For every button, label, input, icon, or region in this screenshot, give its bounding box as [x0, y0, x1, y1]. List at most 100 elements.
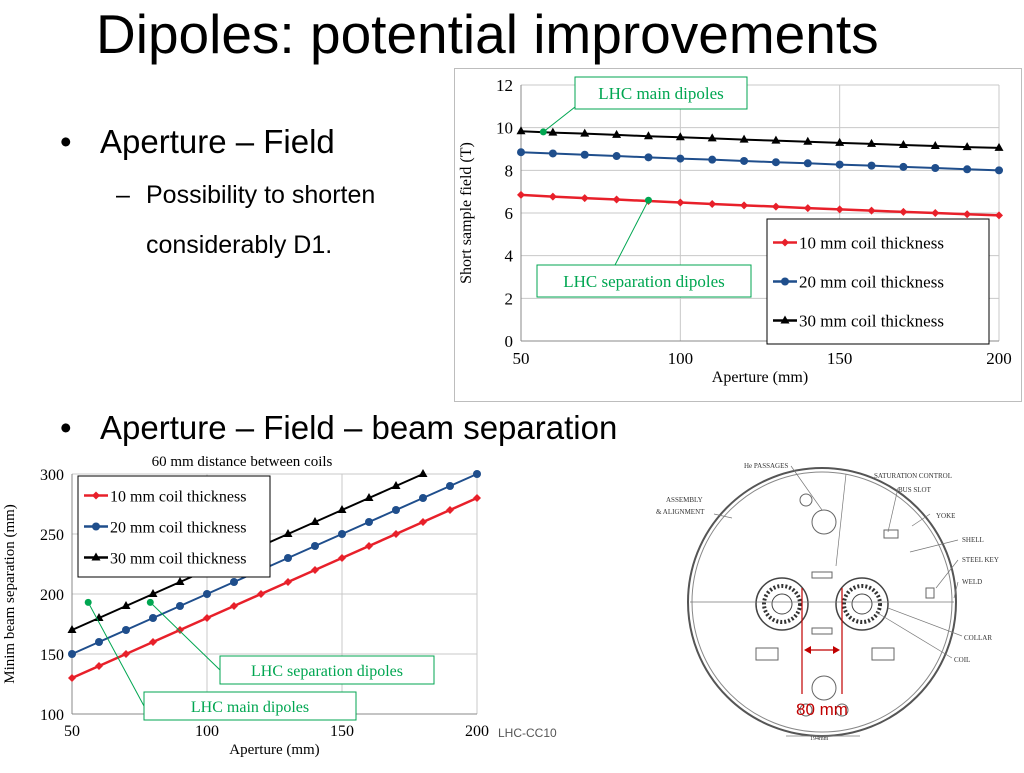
data-point-series-1	[203, 614, 211, 622]
data-point-series-2	[517, 148, 525, 157]
data-point-series-3	[835, 137, 845, 146]
sub-bullet-shorten-d1: – Possibility to shorten considerably D1…	[116, 170, 446, 270]
x-tick-label: 200	[986, 349, 1012, 368]
bullet-dot: •	[60, 123, 72, 160]
label-diameter: 194mm	[810, 736, 829, 742]
data-point-series-1	[446, 506, 454, 514]
leader-bus	[887, 487, 899, 533]
label-weld: WELD	[962, 578, 982, 586]
bullet-dot: •	[60, 409, 72, 446]
label-yoke: YOKE	[936, 512, 955, 520]
legend-marker	[781, 238, 789, 247]
data-point-series-1	[176, 626, 184, 634]
data-point-series-1	[771, 202, 780, 211]
data-point-series-3	[994, 142, 1004, 151]
y-tick-label: 6	[505, 204, 514, 223]
label-collar: COLLAR	[964, 634, 992, 642]
annotation-point	[84, 598, 92, 606]
data-point-series-2	[580, 150, 589, 159]
data-point-series-1	[740, 201, 749, 210]
y-tick-label: 8	[505, 161, 514, 180]
dipole-cross-section: He PASSAGES SATURATION CONTROL BUS SLOT …	[636, 456, 1002, 742]
data-point-series-2	[95, 638, 103, 646]
data-point-series-1	[473, 494, 481, 502]
leader-he	[790, 465, 823, 511]
series-line-1	[71, 496, 478, 680]
annotation-leader	[614, 199, 649, 266]
sub-bullet-line-1: Possibility to shorten	[146, 181, 376, 209]
series-line-1	[520, 193, 1000, 217]
bottom-slot-right	[871, 647, 895, 661]
annotation-label: LHC separation dipoles	[563, 272, 724, 291]
label-steel-key: STEEL KEY	[962, 556, 999, 564]
data-point-series-1	[931, 209, 940, 217]
data-point-series-2	[612, 152, 621, 161]
leader-shell	[909, 539, 959, 553]
left-coil	[762, 584, 802, 624]
data-point-series-1	[365, 542, 373, 550]
data-point-series-1	[284, 578, 292, 586]
data-point-series-1	[995, 211, 1003, 220]
data-point-series-3	[121, 601, 131, 609]
data-point-series-3	[803, 136, 813, 145]
annotation-leader	[542, 106, 576, 133]
bullet-aperture-field: • Aperture – Field	[60, 122, 335, 162]
annotation-point	[644, 196, 652, 204]
y-axis-label: Short sample field (T)	[458, 142, 475, 284]
legend-entry: 30 mm coil thickness	[110, 551, 246, 568]
he-passage-hole	[811, 509, 837, 535]
label-saturation-control: SATURATION CONTROL	[874, 472, 952, 480]
x-tick-label: 200	[465, 723, 489, 740]
data-point-series-1	[68, 674, 76, 682]
data-point-series-1	[311, 566, 319, 574]
data-point-series-2	[446, 482, 454, 490]
data-point-series-1	[257, 590, 265, 598]
data-point-series-1	[803, 204, 812, 213]
label-bus-slot: BUS SLOT	[898, 486, 932, 494]
legend-entry: 10 mm coil thickness	[799, 234, 944, 253]
x-tick-label: 150	[827, 349, 853, 368]
x-tick-label: 150	[330, 723, 354, 740]
data-point-series-2	[931, 163, 940, 172]
data-point-series-3	[548, 127, 558, 136]
data-point-series-3	[580, 128, 590, 137]
label-shell: SHELL	[962, 536, 984, 544]
data-point-series-3	[337, 505, 347, 513]
chart-title: 60 mm distance between coils	[152, 454, 333, 470]
data-point-series-2	[644, 153, 653, 162]
data-point-series-1	[548, 192, 557, 201]
legend-marker	[781, 277, 789, 286]
y-tick-label: 12	[496, 76, 513, 95]
leader-weld	[953, 581, 959, 599]
data-point-series-2	[899, 162, 908, 171]
data-point-series-2	[771, 158, 780, 167]
label-alignment: & ALIGNMENT	[656, 508, 705, 516]
saturation-slot-bottom	[811, 627, 833, 635]
data-point-series-2	[176, 602, 184, 610]
steel-key	[925, 587, 935, 599]
right-beam-pipe	[851, 593, 873, 615]
leader-yoke	[911, 513, 931, 527]
legend-entry: 10 mm coil thickness	[110, 489, 246, 506]
data-point-series-1	[517, 190, 525, 199]
annotation-point	[146, 598, 154, 606]
field-chart: 0 2 4 6 8 10 12 50 100 150 200 Aperture (mm) Short s…	[454, 68, 1022, 402]
bullet-aperture-field-text: Aperture – Field	[100, 123, 335, 160]
data-point-series-1	[149, 638, 157, 646]
x-tick-label: 100	[668, 349, 694, 368]
leader-key	[935, 559, 959, 589]
bottom-slot-left	[755, 647, 779, 661]
x-tick-label: 100	[195, 723, 219, 740]
field-chart-svg: 0 2 4 6 8 10 12 50 100 150 200 Aperture (mm) Short s…	[458, 76, 1012, 386]
bullet-aperture-field-separation: • Aperture – Field – beam separation	[60, 408, 617, 448]
he-passage-hole-bottom	[811, 675, 837, 701]
data-point-series-2	[284, 554, 292, 562]
leader-assembly	[713, 513, 733, 519]
sub-bullet-line-2: considerably D1.	[146, 231, 333, 259]
data-point-series-3	[283, 529, 293, 537]
legend-entry: 20 mm coil thickness	[110, 520, 246, 537]
data-point-series-3	[516, 126, 526, 135]
y-tick-label: 0	[505, 332, 514, 351]
y-tick-label: 300	[40, 467, 64, 484]
y-tick-label: 100	[40, 707, 64, 724]
